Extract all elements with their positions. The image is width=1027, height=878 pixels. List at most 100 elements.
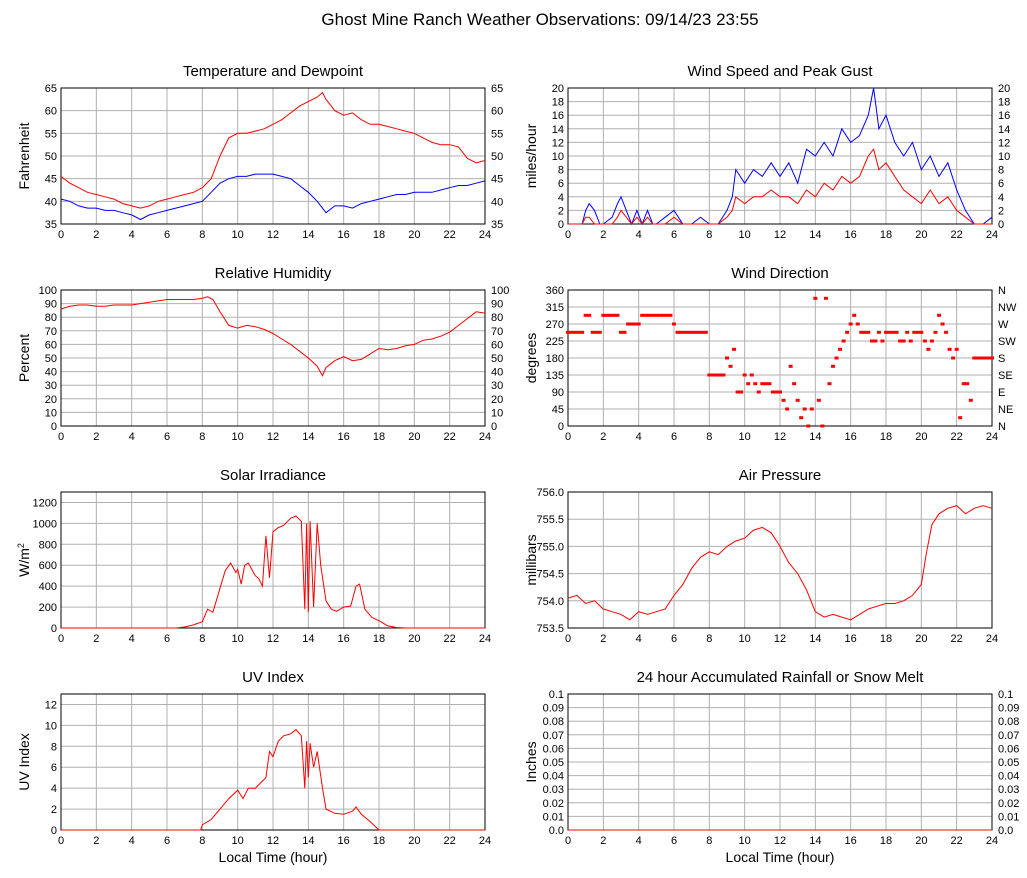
right-tick-label: 16 [998,110,1010,122]
x-tick-label: 2 [93,835,99,847]
x-tick-label: 4 [636,835,642,847]
y-tick-label: 8 [51,741,57,753]
chart-title: Temperature and Dewpoint [183,63,364,80]
x-tick-label: 0 [58,229,64,241]
data-point [806,424,811,428]
right-tick-label: 55 [491,128,503,140]
data-point [728,364,733,368]
series-line-0 [60,296,486,377]
x-tick-label: 8 [199,633,205,645]
data-point [587,313,592,317]
data-point [721,373,726,377]
data-point [820,424,825,428]
right-tick-label: 10 [491,407,503,419]
data-point [986,356,991,360]
x-tick-label: 8 [706,431,712,443]
x-tick-label: 2 [600,431,606,443]
x-tick-label: 10 [232,229,244,241]
right-tick-label: 20 [998,83,1010,95]
x-tick-label: 0 [565,431,571,443]
right-tick-label: 10 [998,151,1010,163]
data-point [608,313,613,317]
x-tick-label: 12 [267,431,279,443]
y-tick-label: 754.5 [536,569,564,581]
data-point [968,398,973,402]
right-tick-label: 30 [491,380,503,392]
x-tick-label: 22 [951,229,963,241]
x-tick-label: 24 [986,835,998,847]
data-point [774,390,779,394]
data-point [795,398,800,402]
data-point [799,416,804,420]
x-tick-label: 6 [164,633,170,645]
y-tick-label: 600 [39,560,57,572]
x-tick-label: 4 [636,633,642,645]
data-point [940,322,945,326]
data-point [640,313,645,317]
data-point [813,296,818,300]
y-tick-label: 90 [552,387,564,399]
y-tick-label: 0.01 [543,811,564,823]
data-point [753,382,758,386]
x-tick-label: 0 [565,633,571,645]
data-point [855,322,860,326]
data-point [905,330,910,334]
data-point [788,364,793,368]
y-tick-label: 16 [552,110,564,122]
right-tick-label: 4 [998,192,1004,204]
data-point [898,339,903,343]
plot-frame [60,491,486,629]
y-tick-label: 0 [558,421,564,433]
series-line-0 [61,728,485,831]
chart-title: Wind Direction [731,265,829,282]
data-point [873,339,878,343]
data-point [615,313,620,317]
x-tick-label: 22 [951,633,963,645]
x-tick-label: 6 [164,431,170,443]
x-tick-label: 8 [199,229,205,241]
right-tick-label: 100 [491,285,509,297]
x-axis-label: Local Time (hour) [219,849,328,865]
x-tick-label: 6 [671,229,677,241]
right-tick-label: 0.09 [998,703,1019,715]
data-point [633,322,638,326]
data-point [816,398,821,402]
y-tick-label: 60 [45,339,57,351]
right-tick-label: 0.01 [998,811,1019,823]
data-point [756,390,761,394]
y-axis-label: degrees [523,333,539,384]
data-point [778,390,782,394]
x-tick-label: 20 [408,633,420,645]
right-tick-label: 80 [491,312,503,324]
right-tick-label: 0.07 [998,730,1019,742]
data-point [710,373,715,377]
data-point [576,330,581,334]
y-tick-label: 0.09 [543,703,564,715]
y-tick-label: 20 [552,83,564,95]
y-tick-label: 10 [45,407,57,419]
data-point [767,382,772,386]
y-tick-label: 0 [51,825,57,837]
data-point [693,330,698,334]
series-line-1 [60,173,486,221]
data-point [573,330,578,334]
data-point [725,356,729,360]
data-point [636,322,641,326]
x-tick-label: 14 [302,431,314,443]
x-tick-label: 4 [129,835,135,847]
y-tick-label: 65 [45,83,57,95]
data-point [763,382,768,386]
chart-title: Air Pressure [739,467,822,484]
y-tick-label: 0 [558,219,564,231]
data-point [619,330,623,334]
data-point [965,382,970,386]
x-tick-label: 22 [951,431,963,443]
right-tick-label: 40 [491,367,503,379]
y-tick-label: 400 [39,581,57,593]
data-point [947,347,952,351]
y-tick-label: 6 [51,762,57,774]
x-axis-label: Local Time (hour) [726,849,835,865]
x-tick-label: 24 [479,431,491,443]
